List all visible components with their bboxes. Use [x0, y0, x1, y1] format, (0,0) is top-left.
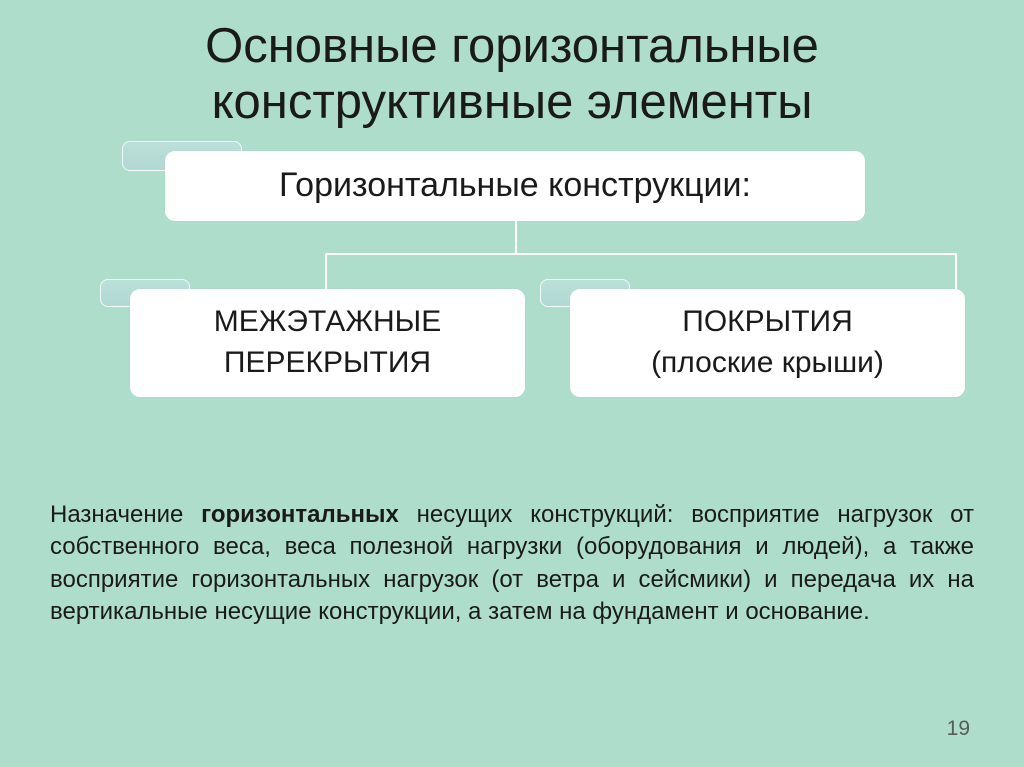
child-node-interfloor: МЕЖЭТАЖНЫЕ ПЕРЕКРЫТИЯ: [130, 289, 525, 397]
connector: [515, 221, 517, 253]
title-line-2: конструктивные элементы: [212, 75, 813, 129]
body-prefix: Назначение: [50, 501, 201, 528]
child-node-coverings: ПОКРЫТИЯ (плоские крыши): [570, 289, 965, 397]
slide-title: Основные горизонтальные конструктивные э…: [50, 18, 974, 131]
slide: Основные горизонтальные конструктивные э…: [0, 0, 1024, 767]
hierarchy-diagram: Горизонтальные конструкции: МЕЖЭТАЖНЫЕ П…: [50, 141, 974, 421]
connector: [955, 253, 957, 289]
root-label: Горизонтальные конструкции:: [279, 166, 751, 205]
title-line-1: Основные горизонтальные: [205, 19, 819, 73]
child-line2: (плоские крыши): [651, 343, 884, 384]
body-paragraph: Назначение горизонтальных несущих констр…: [50, 499, 974, 629]
page-number: 19: [947, 717, 970, 741]
root-node: Горизонтальные конструкции:: [165, 151, 865, 221]
connector: [325, 253, 957, 255]
child-line1: ПОКРЫТИЯ: [682, 302, 853, 343]
child-line2: ПЕРЕКРЫТИЯ: [224, 343, 431, 384]
body-bold: горизонтальных: [201, 501, 399, 528]
child-line1: МЕЖЭТАЖНЫЕ: [214, 302, 442, 343]
connector: [325, 253, 327, 289]
